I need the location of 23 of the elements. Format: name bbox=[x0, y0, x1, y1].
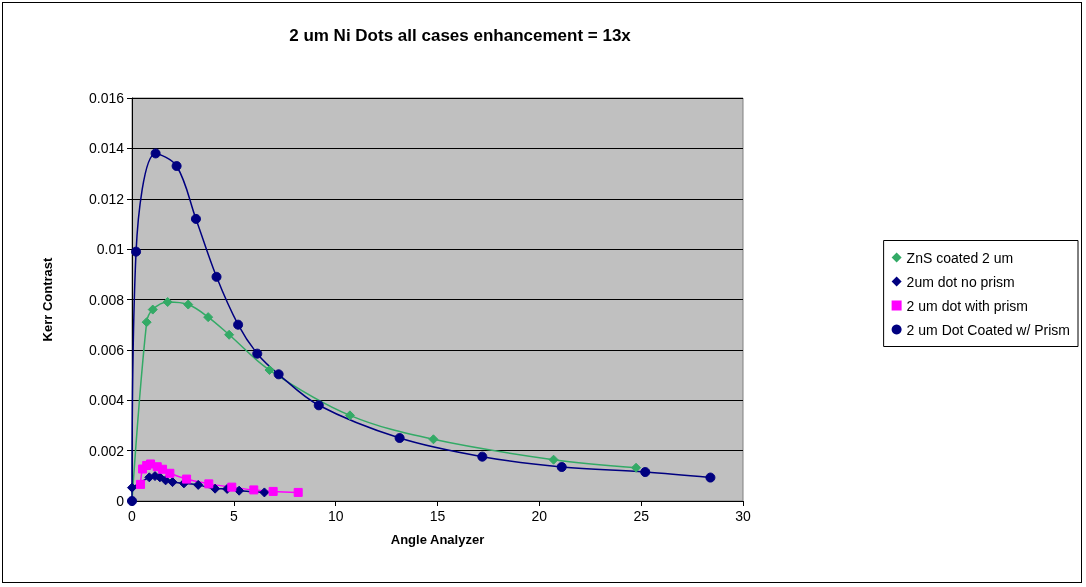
x-tick-label: 20 bbox=[531, 508, 548, 524]
y-tick-label: 0.008 bbox=[88, 291, 125, 308]
x-tick-label: 10 bbox=[327, 508, 344, 524]
legend-label: 2um dot no prism bbox=[906, 273, 1015, 290]
x-tick-label: 0 bbox=[128, 508, 137, 524]
legend-label: 2 um Dot Coated w/ Prism bbox=[906, 321, 1070, 338]
chart-title: 2 um Ni Dots all cases enhancement = 13x bbox=[289, 26, 632, 45]
legend-label: 2 um dot with prism bbox=[906, 297, 1028, 314]
legend-label: ZnS coated 2 um bbox=[906, 249, 1014, 266]
x-axis-title: Angle Analyzer bbox=[390, 532, 485, 547]
y-tick-label: 0.016 bbox=[88, 90, 125, 106]
y-tick-label: 0.012 bbox=[88, 190, 125, 207]
y-tick-label: 0.004 bbox=[88, 392, 125, 409]
y-tick-label: 0.014 bbox=[88, 140, 125, 157]
x-tick-label: 15 bbox=[429, 508, 446, 524]
y-axis-title: Kerr Contrast bbox=[40, 256, 55, 342]
y-tick-label: 0 bbox=[116, 493, 125, 509]
x-tick-label: 25 bbox=[633, 508, 650, 524]
y-tick-label: 0.006 bbox=[88, 341, 125, 358]
y-tick-label: 0.002 bbox=[88, 442, 125, 459]
x-tick-label: 5 bbox=[229, 508, 238, 524]
x-tick-label: 30 bbox=[735, 508, 751, 524]
y-tick-label: 0.01 bbox=[96, 241, 125, 258]
